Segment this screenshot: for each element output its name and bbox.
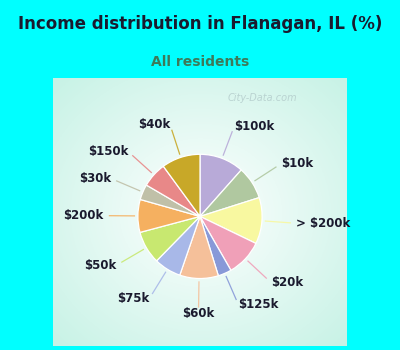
Wedge shape	[138, 199, 200, 232]
Text: Income distribution in Flanagan, IL (%): Income distribution in Flanagan, IL (%)	[18, 15, 382, 33]
Wedge shape	[200, 216, 256, 270]
Wedge shape	[200, 154, 241, 216]
Wedge shape	[180, 216, 218, 279]
Wedge shape	[140, 216, 200, 261]
Text: > $200k: > $200k	[296, 217, 351, 230]
Text: $100k: $100k	[234, 120, 274, 133]
Text: City-Data.com: City-Data.com	[227, 93, 297, 103]
Wedge shape	[200, 198, 262, 243]
Wedge shape	[200, 216, 231, 276]
Text: $200k: $200k	[63, 209, 103, 222]
Wedge shape	[146, 166, 200, 216]
Text: $40k: $40k	[138, 118, 170, 131]
Wedge shape	[140, 185, 200, 216]
Text: $50k: $50k	[84, 259, 116, 272]
Wedge shape	[200, 170, 259, 216]
Text: $20k: $20k	[271, 276, 303, 289]
Wedge shape	[163, 154, 200, 216]
Text: $125k: $125k	[238, 299, 279, 312]
Text: $10k: $10k	[281, 157, 313, 170]
Text: $30k: $30k	[79, 172, 111, 185]
Wedge shape	[157, 216, 200, 275]
Text: $75k: $75k	[117, 292, 149, 305]
Text: $60k: $60k	[182, 307, 214, 320]
Text: $150k: $150k	[88, 145, 128, 158]
Text: All residents: All residents	[151, 55, 249, 69]
